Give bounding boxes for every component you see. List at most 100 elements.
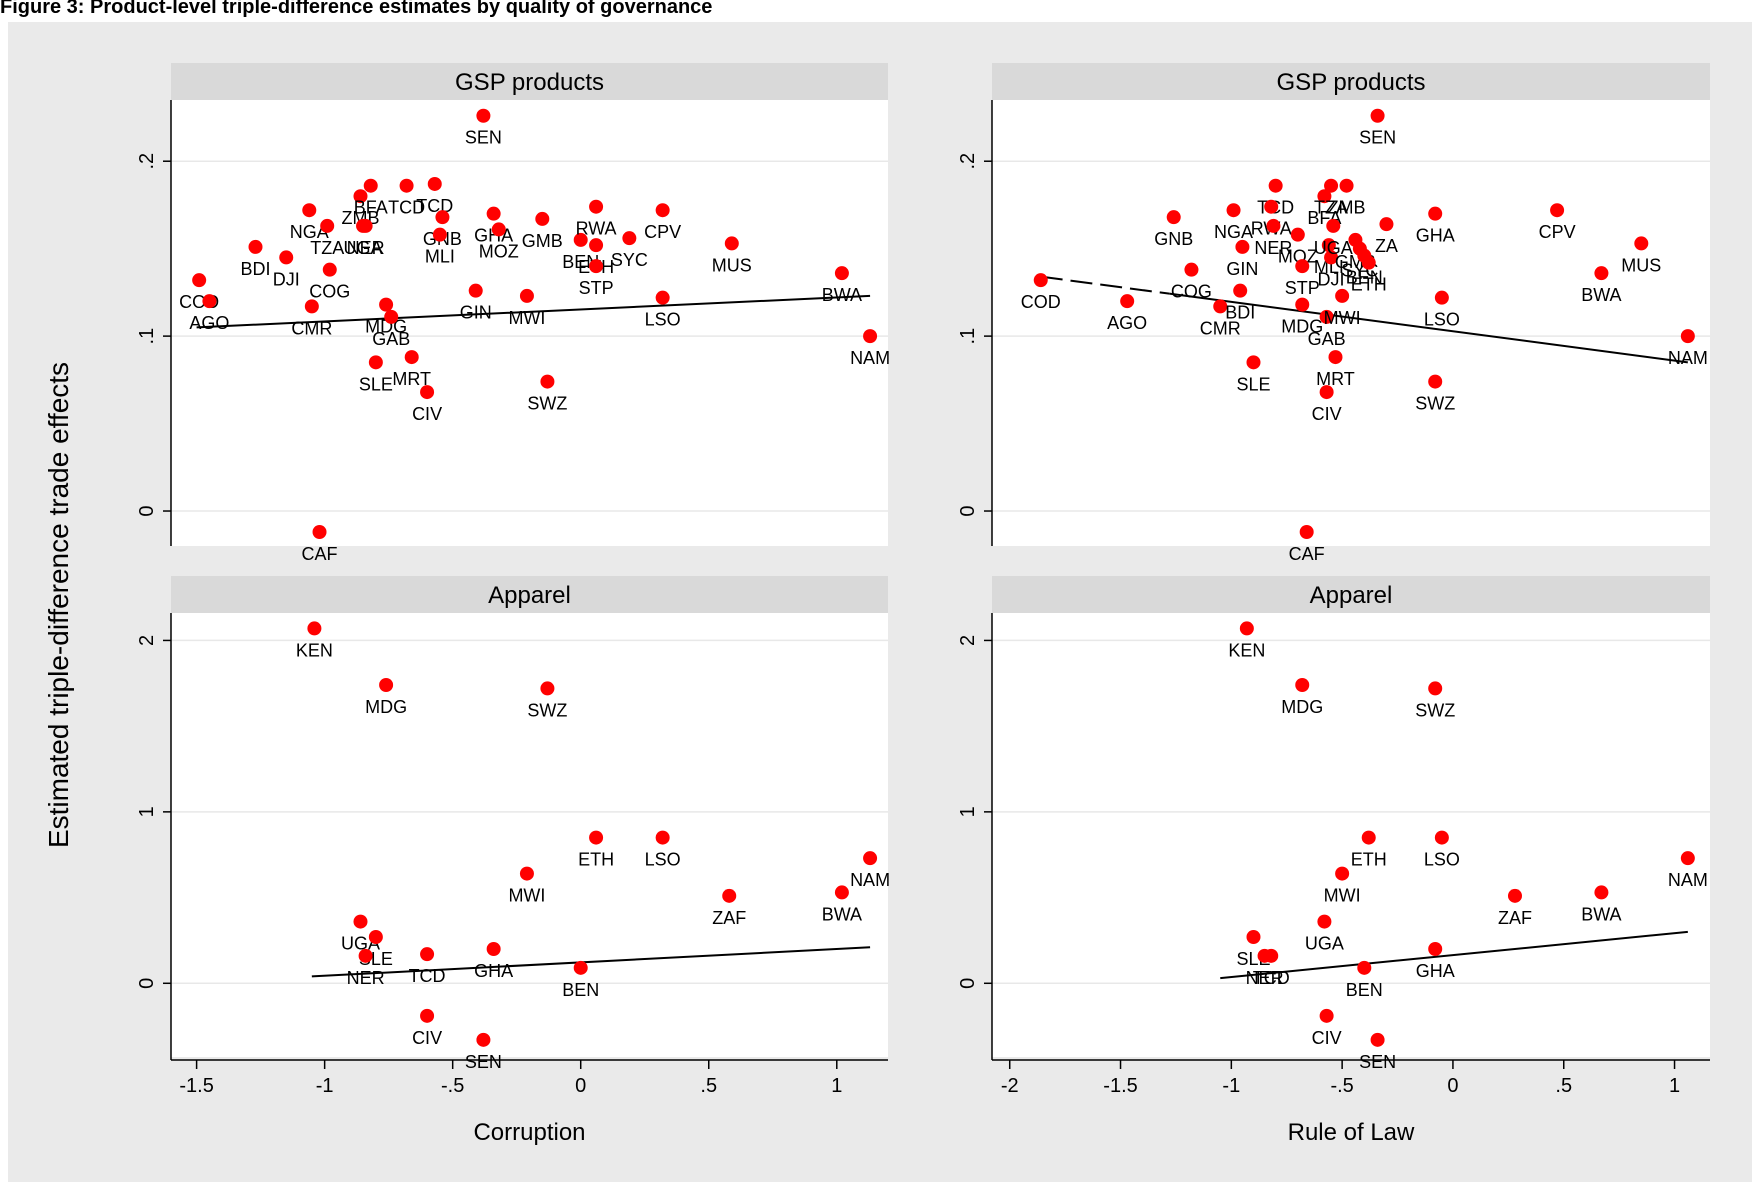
point-label: MOZ	[1278, 247, 1318, 267]
point-label: MRT	[392, 369, 431, 389]
point-label: BWA	[1581, 285, 1621, 305]
point-label: GHA	[1416, 961, 1455, 981]
x-tick-label: -1	[1222, 1075, 1240, 1097]
data-point	[1184, 262, 1199, 277]
point-label: MLI	[425, 247, 455, 267]
x-tick-label: -.5	[1330, 1075, 1353, 1097]
plot-area	[992, 100, 1710, 546]
point-label: MDG	[365, 317, 407, 337]
panel-bottom-right: Apparel 0 1 2 -2 -1.5 -1 -.5 0 .5 1 Rule of Law KEN S…	[957, 576, 1710, 1146]
data-point	[1434, 290, 1449, 305]
point-label: SEN	[1359, 128, 1396, 148]
data-point	[486, 206, 501, 221]
point-label: SLE	[1236, 374, 1270, 394]
data-point	[1357, 960, 1372, 975]
data-point	[863, 851, 878, 866]
data-point	[1507, 888, 1522, 903]
data-point	[724, 236, 739, 251]
data-point	[1428, 206, 1443, 221]
panel-top-right: GSP products 0 .1 .2 COD AGO GNB COG CMR NGA BDI GI…	[957, 63, 1710, 564]
point-label: SWZ	[1415, 700, 1455, 720]
x-axis-label: Rule of Law	[1288, 1119, 1415, 1146]
data-point	[1239, 621, 1254, 636]
x-tick-label: 1	[831, 1075, 842, 1097]
point-label: ZAF	[712, 908, 746, 928]
data-point	[655, 203, 670, 218]
point-label: NAM	[1668, 870, 1708, 890]
figure-title: Figure 3: Product-level triple-differenc…	[0, 0, 713, 18]
point-label: KEN	[296, 640, 333, 660]
data-point	[476, 108, 491, 123]
y-tick-label: 1	[957, 806, 979, 817]
point-label: BDI	[240, 259, 270, 279]
data-point	[363, 178, 378, 193]
data-point	[1317, 189, 1332, 204]
fit-line	[1220, 930, 1688, 980]
data-point	[1319, 1008, 1334, 1023]
data-point	[427, 176, 442, 191]
point-label: TCD	[388, 198, 425, 218]
point-label: SEN	[465, 128, 502, 148]
point-label: CAF	[1289, 544, 1325, 564]
point-label: AGO	[1107, 313, 1147, 333]
data-point	[863, 329, 878, 344]
data-point	[358, 218, 373, 233]
data-point	[379, 678, 394, 692]
data-point	[1319, 385, 1334, 400]
point-label: TZA	[310, 238, 344, 258]
data-point	[589, 199, 604, 214]
data-point	[1434, 830, 1449, 845]
panel-top-left: GSP products0.1.2CODAGOBDIDJINGACMRCAFTZ…	[136, 63, 890, 564]
panel-strip	[992, 576, 1710, 613]
point-label: MWI	[508, 308, 545, 328]
data-point	[1335, 288, 1350, 303]
data-point	[1295, 297, 1310, 312]
point-label: TCD	[409, 966, 446, 986]
point-label: MDG	[365, 697, 407, 717]
data-point	[1226, 203, 1241, 218]
y-tick-label: .2	[136, 153, 158, 170]
data-point	[432, 227, 447, 242]
point-label: SWZ	[527, 700, 567, 720]
data-point	[420, 385, 435, 400]
point-label: CIV	[1312, 404, 1342, 424]
x-tick-label: -1	[316, 1075, 334, 1097]
data-point	[307, 621, 322, 636]
point-label: GAB	[1308, 329, 1346, 349]
data-point	[248, 239, 263, 254]
point-label: CIV	[1312, 1028, 1342, 1048]
data-point	[1328, 350, 1343, 365]
data-point	[312, 525, 327, 540]
data-point	[1213, 299, 1228, 314]
fit-line	[1169, 292, 1688, 364]
data-point	[1319, 309, 1334, 324]
point-label: NGA	[1214, 222, 1253, 242]
data-point	[519, 866, 534, 881]
point-label: GAB	[372, 329, 410, 349]
point-label: KEN	[1228, 640, 1265, 660]
data-point	[1370, 108, 1385, 123]
data-point	[322, 262, 337, 277]
data-point	[1361, 830, 1376, 845]
point-label: NER	[347, 968, 385, 988]
point-label: MDG	[1281, 317, 1323, 337]
point-label: NAM	[1668, 348, 1708, 368]
y-tick-label: 0	[136, 505, 158, 516]
data-point	[404, 350, 419, 365]
point-label: TCD	[1253, 968, 1290, 988]
data-point	[202, 294, 217, 309]
point-label: BEN	[1346, 268, 1383, 288]
point-label: BWA	[1581, 904, 1621, 924]
point-label: SEN	[1359, 1052, 1396, 1072]
data-point	[435, 210, 450, 225]
data-point	[1550, 203, 1565, 218]
data-point	[655, 830, 670, 845]
data-point	[420, 947, 435, 962]
data-point	[1317, 914, 1332, 929]
data-point	[540, 681, 555, 696]
point-label: CPV	[1539, 222, 1576, 242]
point-label: MUS	[712, 255, 752, 275]
data-point	[722, 888, 737, 903]
point-label: GHA	[474, 961, 513, 981]
x-tick-label: -2	[1001, 1075, 1019, 1097]
